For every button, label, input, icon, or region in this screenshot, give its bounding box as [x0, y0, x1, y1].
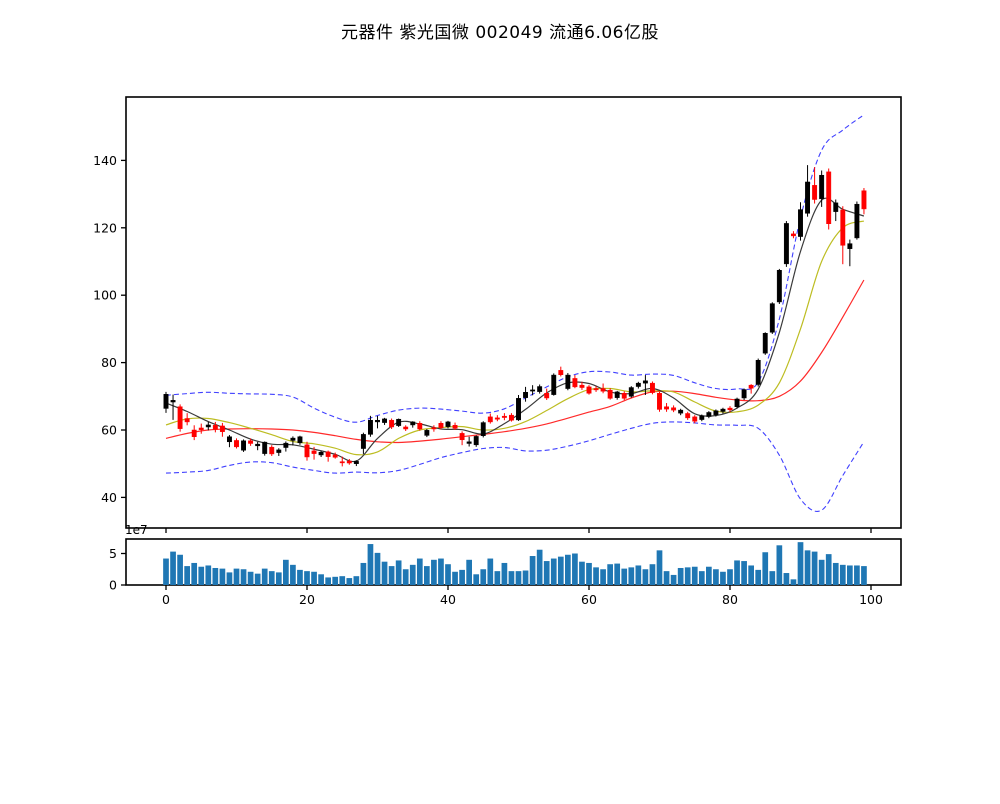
svg-text:100: 100: [93, 288, 117, 303]
svg-text:140: 140: [93, 153, 117, 168]
volume-axis-ticks: 05: [109, 546, 126, 593]
index-axis-ticks-price-panel: [165, 528, 872, 533]
volume-bars: [163, 542, 867, 585]
volume-offset-label: 1e7: [125, 523, 148, 537]
ma-fast-line: [165, 197, 865, 463]
svg-text:0: 0: [109, 578, 117, 593]
svg-text:100: 100: [859, 592, 883, 607]
candlestick-series: [163, 165, 867, 467]
svg-text:40: 40: [101, 490, 117, 505]
svg-text:80: 80: [101, 355, 117, 370]
ma-mid-line: [165, 220, 865, 456]
ma-slow-line: [165, 279, 865, 444]
chart-title: 元器件 紫光国微 002049 流通6.06亿股: [341, 23, 659, 43]
svg-text:80: 80: [722, 592, 738, 607]
moving-average-lines: [165, 197, 865, 463]
svg-text:60: 60: [581, 592, 597, 607]
price-panel: [163, 114, 867, 512]
svg-text:20: 20: [299, 592, 315, 607]
svg-text:0: 0: [162, 592, 170, 607]
index-axis-ticks: 0 20 40 60 80 100: [162, 585, 883, 607]
price-axis-ticks: 40 60 80 100 120 140: [93, 153, 126, 505]
bollinger-lower-line: [165, 421, 865, 512]
bollinger-bands: [165, 114, 865, 512]
panel-frames: [125, 96, 902, 586]
svg-text:40: 40: [440, 592, 456, 607]
svg-text:60: 60: [101, 423, 117, 438]
svg-text:120: 120: [93, 220, 117, 235]
svg-text:1e7: 1e7: [125, 523, 148, 537]
svg-text:5: 5: [109, 546, 117, 561]
